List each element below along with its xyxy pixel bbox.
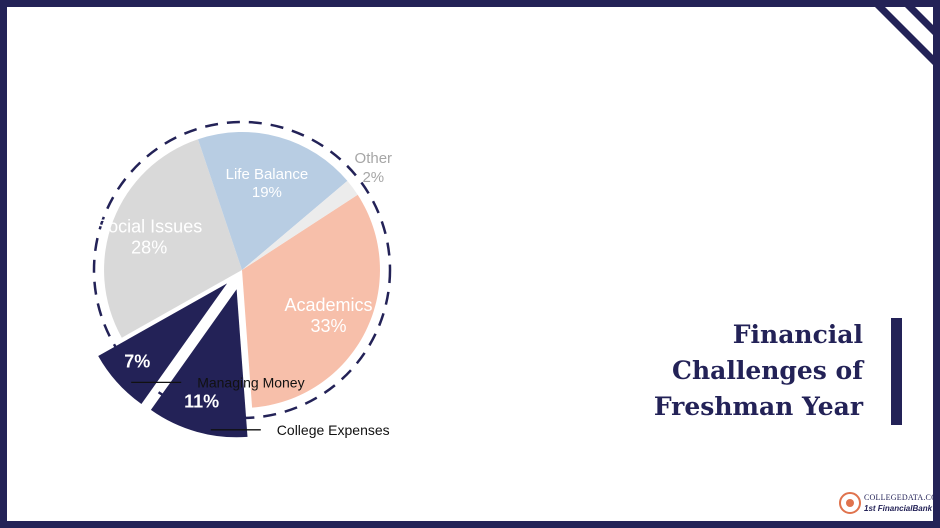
slice-value-academics: 33% [310, 316, 346, 336]
slice-value-college-expenses: 11% [184, 392, 219, 412]
slice-label-academics: Academics [284, 295, 372, 315]
slice-value-social-issues: 28% [131, 237, 167, 257]
pie-chart: College Expenses Managing Money Academics… [92, 7, 933, 438]
slice-label-other: Other [355, 150, 393, 167]
title-line-3: Freshman Year [653, 392, 863, 421]
title-block: Financial Challenges of Freshman Year [654, 317, 863, 425]
collegedata-logo: COLLEGEDATA.COM 1st FinancialBank [839, 492, 933, 518]
seal-icon [839, 492, 861, 514]
pie-slice-social-issues [104, 139, 243, 338]
corner-stripes [875, 7, 933, 65]
title-line-2: Challenges of [672, 356, 863, 385]
callout-label-managing-money: Managing Money [197, 374, 304, 390]
pie-slice-other [242, 180, 358, 270]
logo-text-bank: 1st FinancialBank [864, 504, 933, 513]
slice-label-life-balance: Life Balance [226, 166, 309, 183]
pie-slice-managing-money [98, 283, 228, 404]
logo-text-collegedata: COLLEGEDATA.COM [864, 493, 940, 502]
pie-slice-college-expenses [150, 289, 248, 438]
slice-value-other: 2% [362, 169, 384, 186]
title-accent-bar [891, 318, 902, 425]
pie-slice-academics [242, 194, 380, 408]
callout-label-college-expenses: College Expenses [277, 422, 390, 438]
slice-label-social-issues: Social Issues [96, 216, 202, 236]
slice-value-managing-money: 7% [124, 352, 150, 372]
pie-slice-life-balance [198, 131, 348, 270]
title-line-1: Financial [732, 320, 863, 349]
slice-value-life-balance: 19% [252, 184, 282, 201]
